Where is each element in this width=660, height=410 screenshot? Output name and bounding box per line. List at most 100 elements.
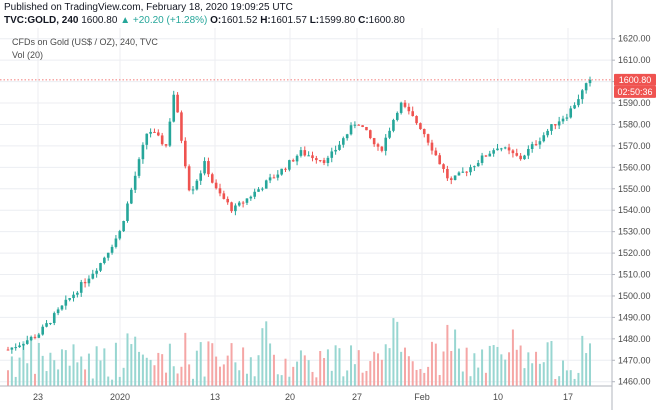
candle-body bbox=[10, 347, 14, 350]
price-tick-label: 1550.00 bbox=[618, 184, 651, 194]
last-price-badge-text: 1600.80 bbox=[619, 75, 652, 85]
volume-bar bbox=[195, 350, 198, 386]
volume-bar bbox=[411, 361, 414, 386]
candle-body bbox=[95, 270, 98, 274]
last-price-badge bbox=[614, 73, 656, 86]
candle-body bbox=[118, 231, 122, 239]
close-value: 1600.80 bbox=[368, 15, 405, 26]
candle-body bbox=[338, 144, 341, 150]
candle-body bbox=[91, 273, 95, 279]
candle-body bbox=[457, 172, 461, 176]
volume-bar bbox=[307, 360, 310, 386]
candle-body bbox=[469, 167, 472, 173]
volume-bar bbox=[272, 354, 275, 386]
volume-bar bbox=[165, 372, 168, 386]
candle-body bbox=[584, 83, 588, 91]
volume-bar bbox=[392, 318, 395, 386]
high-label: H: bbox=[260, 15, 271, 26]
candle-body bbox=[210, 174, 214, 183]
candle-body bbox=[434, 150, 438, 156]
candle-body bbox=[550, 124, 553, 131]
candle-body bbox=[76, 292, 79, 295]
volume-bar bbox=[481, 349, 484, 386]
candle-body bbox=[345, 134, 349, 139]
time-tick-label: 20 bbox=[285, 392, 295, 402]
candles bbox=[6, 76, 592, 354]
candle-body bbox=[176, 94, 179, 113]
volume-bar bbox=[192, 378, 195, 386]
volume-bar bbox=[323, 358, 326, 386]
volume-bar bbox=[373, 351, 376, 386]
volume-bar bbox=[242, 347, 245, 386]
candle-body bbox=[168, 121, 172, 146]
volume-bar bbox=[145, 357, 148, 386]
volume-bar bbox=[265, 321, 268, 386]
candle-body bbox=[426, 134, 430, 143]
volume-bar bbox=[296, 361, 299, 386]
candle-body bbox=[523, 155, 526, 160]
volume-bar bbox=[589, 343, 591, 386]
volume-bar bbox=[488, 345, 491, 386]
price-tick-label: 1520.00 bbox=[618, 248, 651, 258]
candle-body bbox=[237, 202, 241, 206]
candle-body bbox=[372, 138, 376, 145]
candle-body bbox=[261, 188, 264, 190]
volume-bar bbox=[45, 371, 48, 386]
low-label: L: bbox=[309, 15, 320, 26]
volume-bar bbox=[161, 354, 164, 386]
volume-bar bbox=[473, 353, 476, 386]
candle-body bbox=[449, 178, 453, 180]
candle-body bbox=[218, 188, 222, 194]
volume-bar bbox=[454, 329, 457, 386]
volume-bar bbox=[535, 351, 538, 386]
candle-body bbox=[18, 345, 21, 348]
volume-bar bbox=[168, 343, 171, 386]
time-axis[interactable]: 23 2020 13 20 27 Feb 10 17 bbox=[0, 385, 612, 402]
volume-bar bbox=[118, 376, 121, 386]
low-value: 1599.80 bbox=[319, 15, 356, 26]
candle-body bbox=[172, 94, 176, 122]
volume-bar bbox=[415, 369, 418, 386]
candle-body bbox=[253, 191, 256, 197]
candle-body bbox=[284, 168, 287, 170]
candle-body bbox=[214, 182, 218, 189]
volume-bar bbox=[380, 359, 383, 386]
volume-bar bbox=[253, 376, 256, 386]
price-axis[interactable]: 1460.00 1470.00 1480.00 1490.00 1500.00 1510.… bbox=[611, 0, 651, 410]
volume-bar bbox=[215, 356, 218, 386]
candle-body bbox=[207, 161, 210, 175]
candle-body bbox=[411, 111, 415, 117]
candle-body bbox=[230, 202, 233, 212]
candle-body bbox=[546, 130, 549, 136]
candle-body bbox=[311, 155, 314, 159]
volume-bar bbox=[350, 345, 353, 386]
candle-body bbox=[234, 205, 237, 212]
volume-bars bbox=[7, 318, 591, 386]
volume-bar bbox=[222, 364, 225, 386]
volume-bar bbox=[203, 376, 206, 386]
volume-bar bbox=[465, 347, 468, 386]
volume-bar bbox=[288, 376, 291, 386]
volume-bar bbox=[303, 355, 306, 386]
candle-body bbox=[580, 90, 584, 100]
candle-body bbox=[145, 133, 149, 145]
volume-bar bbox=[419, 368, 422, 386]
volume-bar bbox=[261, 328, 264, 386]
volume-bar bbox=[407, 356, 410, 386]
candle-body bbox=[149, 131, 152, 134]
candle-body bbox=[52, 313, 56, 324]
candle-body bbox=[99, 263, 102, 271]
candle-body bbox=[49, 323, 52, 325]
candle-body bbox=[422, 129, 426, 135]
volume-bar bbox=[226, 355, 229, 386]
volume-bar bbox=[7, 370, 9, 386]
volume-bar bbox=[384, 344, 387, 386]
candle-body bbox=[29, 336, 33, 341]
volume-bar bbox=[14, 376, 17, 386]
volume-bar bbox=[122, 367, 125, 386]
candle-body bbox=[500, 148, 503, 150]
volume-bar bbox=[18, 357, 21, 386]
candle-body bbox=[503, 147, 507, 149]
volume-bar bbox=[562, 360, 565, 386]
